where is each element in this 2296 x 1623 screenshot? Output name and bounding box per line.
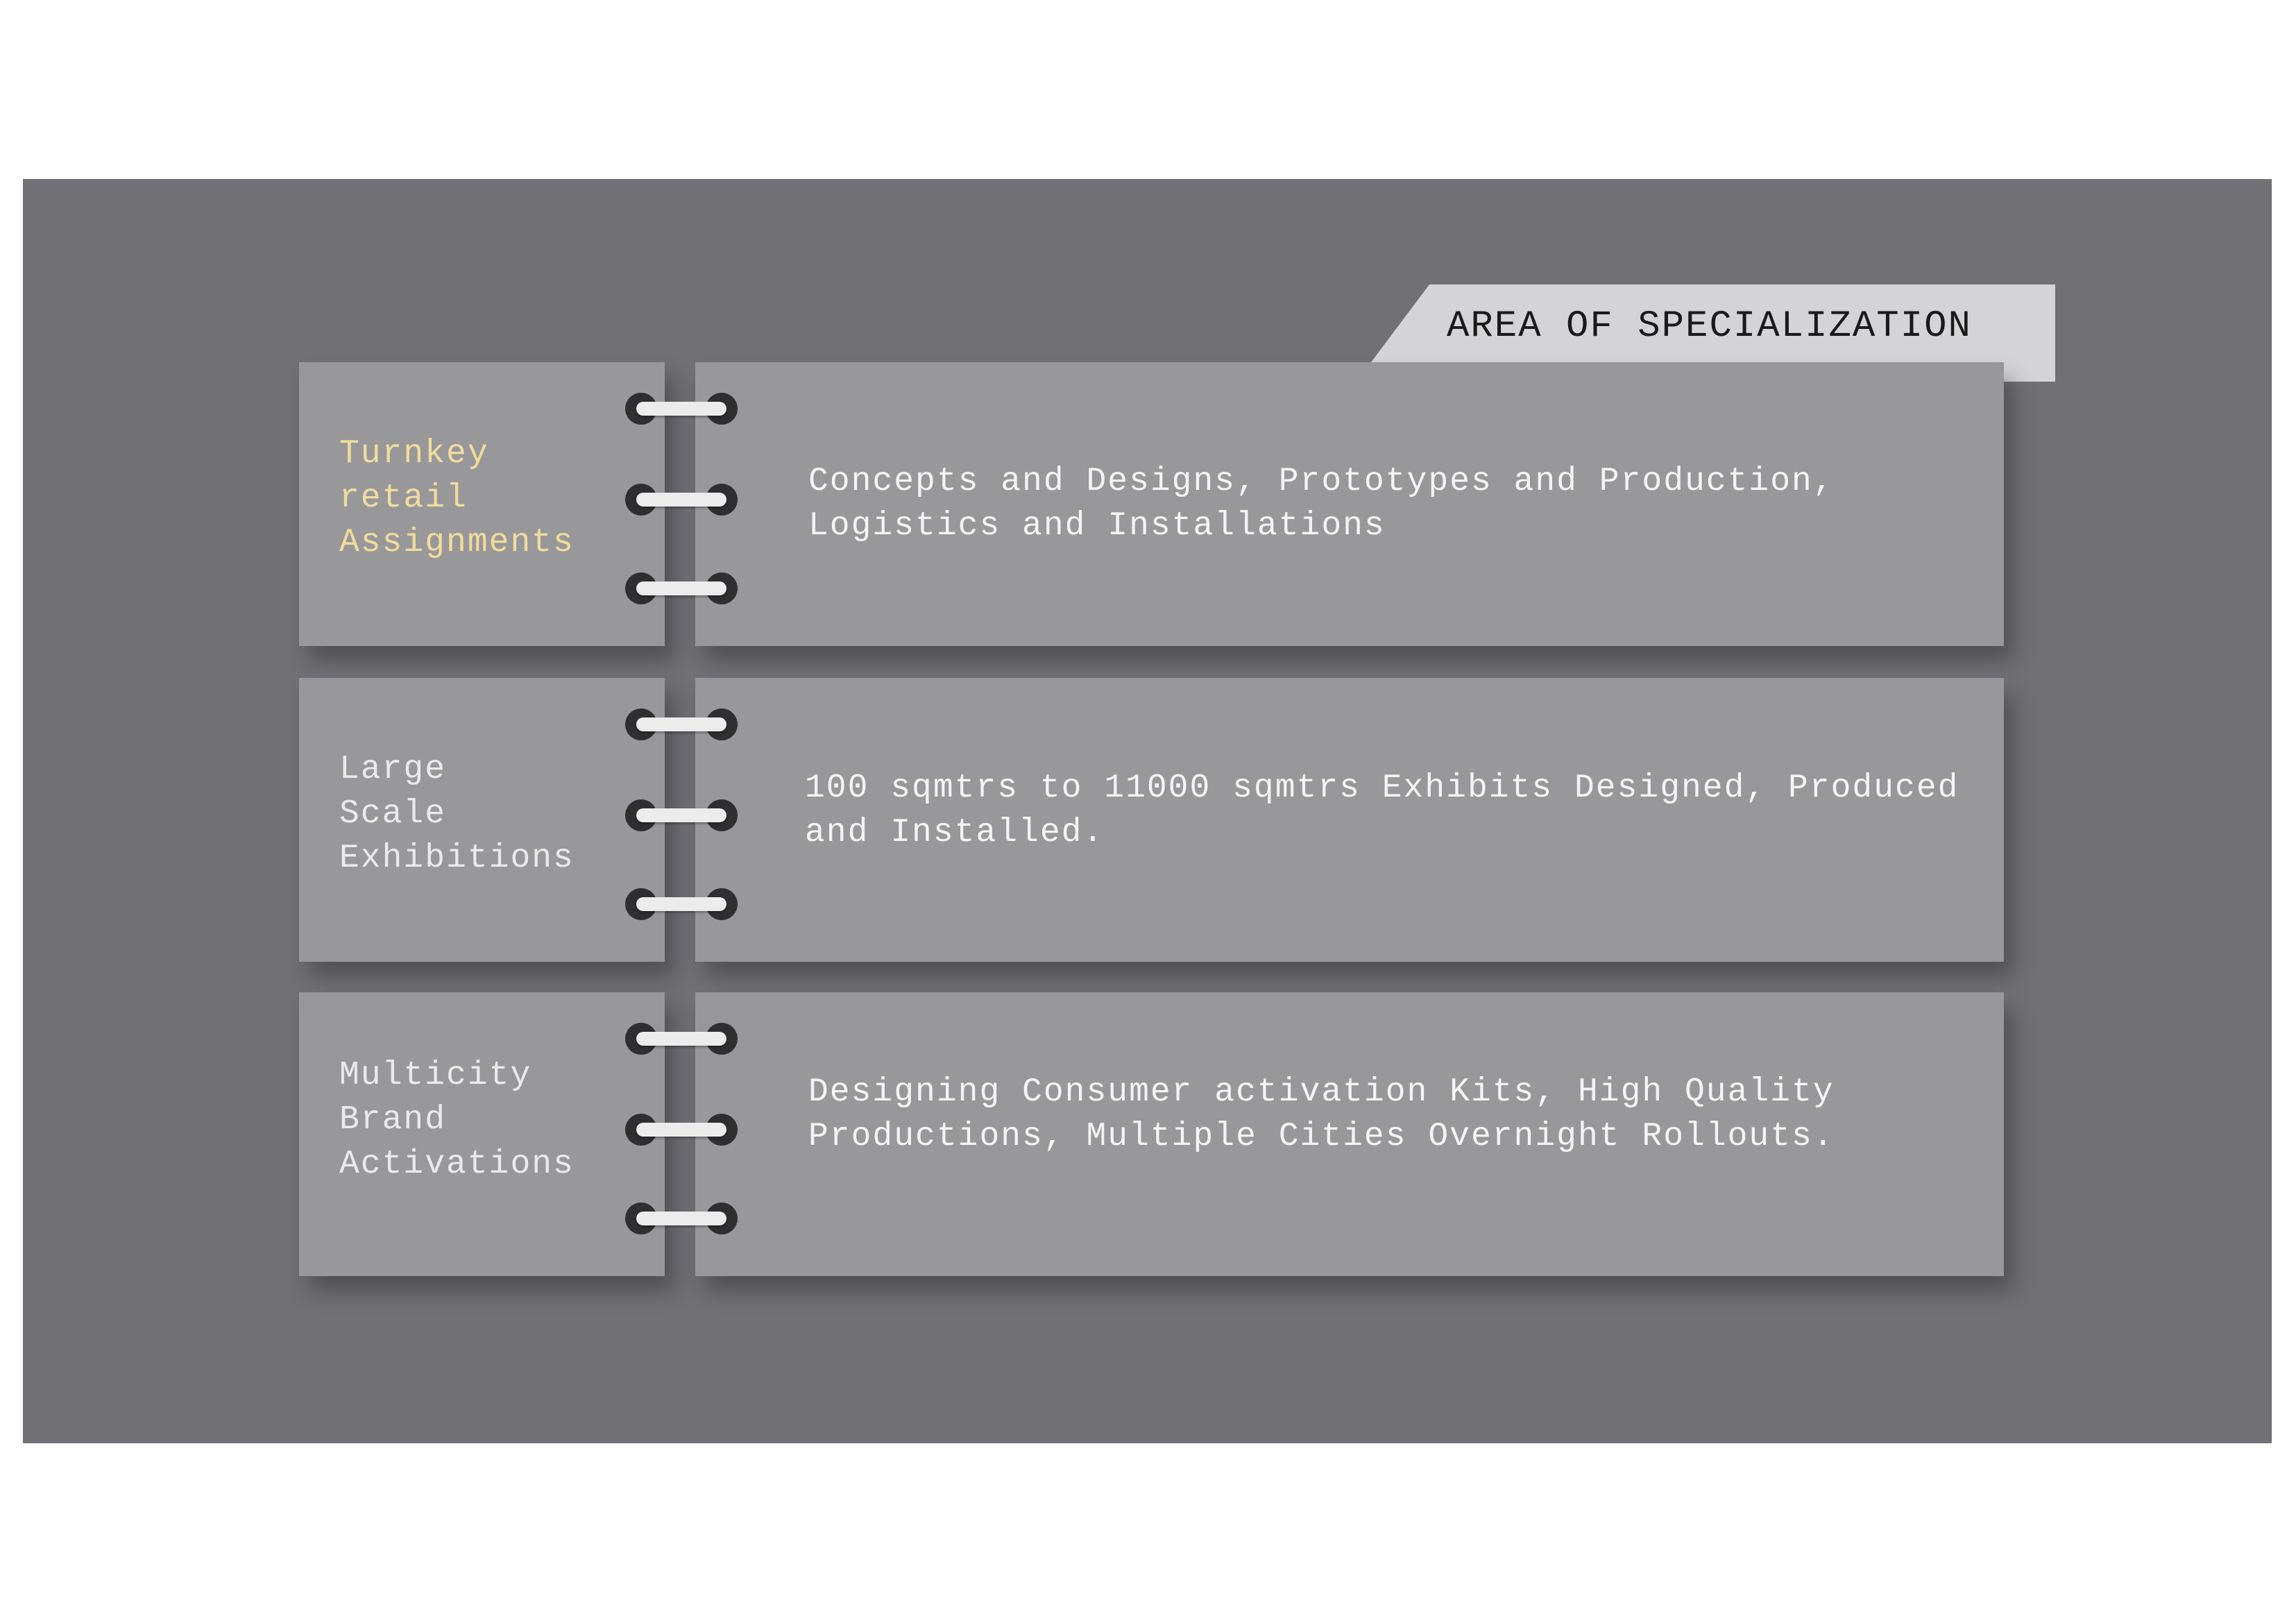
binder-ring-icon: [625, 484, 738, 516]
section-heading: AREA OF SPECIALIZATION: [1447, 305, 1972, 348]
description-card: 100 sqmtrs to 11000 sqmtrs Exhibits Desi…: [695, 678, 2004, 962]
label-card: Multicity Brand Activations: [299, 992, 665, 1276]
binder-ring-icon: [625, 572, 738, 604]
item-label: Multicity Brand Activations: [339, 1057, 575, 1183]
binder-ring-icon: [625, 888, 738, 920]
item-description: 100 sqmtrs to 11000 sqmtrs Exhibits Desi…: [805, 770, 1959, 851]
binder-ring-icon: [625, 1203, 738, 1234]
binder-ring-icon: [625, 1114, 738, 1146]
binder-ring-icon: [625, 708, 738, 740]
binder-ring-icon: [625, 393, 738, 425]
item-description: Concepts and Designs, Prototypes and Pro…: [808, 463, 1835, 545]
item-description: Designing Consumer activation Kits, High…: [808, 1073, 1835, 1155]
description-card: Concepts and Designs, Prototypes and Pro…: [695, 362, 2004, 646]
item-label: Large Scale Exhibitions: [339, 751, 575, 877]
label-card: Turnkey retail Assignments: [299, 362, 665, 646]
binder-ring-icon: [625, 799, 738, 831]
binder-ring-icon: [625, 1023, 738, 1055]
label-card: Large Scale Exhibitions: [299, 678, 665, 962]
item-label: Turnkey retail Assignments: [339, 435, 575, 561]
description-card: Designing Consumer activation Kits, High…: [695, 992, 2004, 1276]
